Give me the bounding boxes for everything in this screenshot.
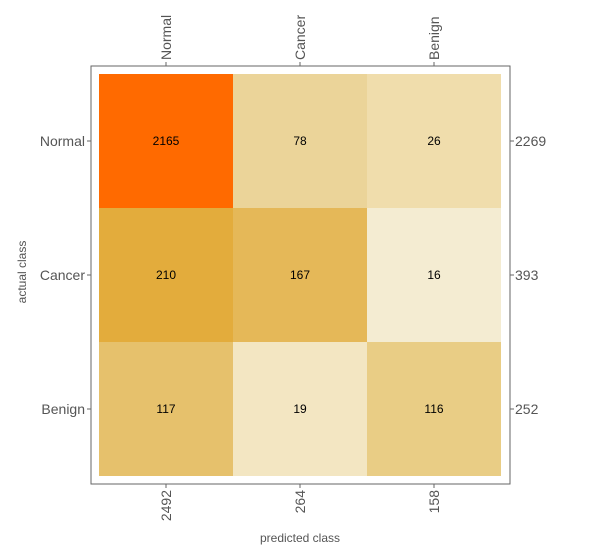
y-tick-label: Benign xyxy=(41,401,85,417)
heatmap-cell xyxy=(367,208,501,342)
heatmap-cells xyxy=(99,74,501,476)
x-tick-label: Cancer xyxy=(292,15,308,60)
row-total-label: 393 xyxy=(515,267,539,283)
cell-value-label: 167 xyxy=(290,268,310,282)
cell-value-label: 16 xyxy=(427,268,441,282)
cell-value-labels: 2165 78 26 210 167 16 117 19 116 xyxy=(153,134,444,416)
x-tick-label: Normal xyxy=(158,15,174,60)
heatmap-cell xyxy=(367,342,501,476)
y-axis-label: actual class xyxy=(15,241,29,304)
cell-value-label: 117 xyxy=(156,402,175,416)
row-total-label: 2269 xyxy=(515,133,546,149)
heatmap-cell xyxy=(233,342,367,476)
col-total-label: 264 xyxy=(292,490,308,514)
cell-value-label: 26 xyxy=(427,134,441,148)
cell-value-label: 210 xyxy=(156,268,176,282)
left-tick-labels: Normal Cancer Benign xyxy=(40,133,85,417)
right-total-labels: 2269 393 252 xyxy=(515,133,546,417)
x-tick-label: Benign xyxy=(426,16,442,60)
heatmap-cell xyxy=(367,74,501,208)
cell-value-label: 2165 xyxy=(153,134,180,148)
col-total-label: 2492 xyxy=(158,490,174,521)
heatmap-cell xyxy=(233,208,367,342)
heatmap-cell xyxy=(99,208,233,342)
cell-value-label: 78 xyxy=(293,134,307,148)
cell-value-label: 116 xyxy=(424,402,443,416)
heatmap-cell xyxy=(99,342,233,476)
heatmap-cell xyxy=(233,74,367,208)
axis-ticks xyxy=(87,62,514,488)
y-tick-label: Normal xyxy=(40,133,85,149)
row-total-label: 252 xyxy=(515,401,539,417)
bottom-total-labels: 2492 264 158 xyxy=(158,490,442,521)
y-tick-label: Cancer xyxy=(40,267,85,283)
x-axis-label: predicted class xyxy=(260,531,340,545)
top-tick-labels: Normal Cancer Benign xyxy=(158,15,442,60)
col-total-label: 158 xyxy=(426,490,442,514)
heatmap-cell xyxy=(99,74,233,208)
cell-value-label: 19 xyxy=(293,402,307,416)
